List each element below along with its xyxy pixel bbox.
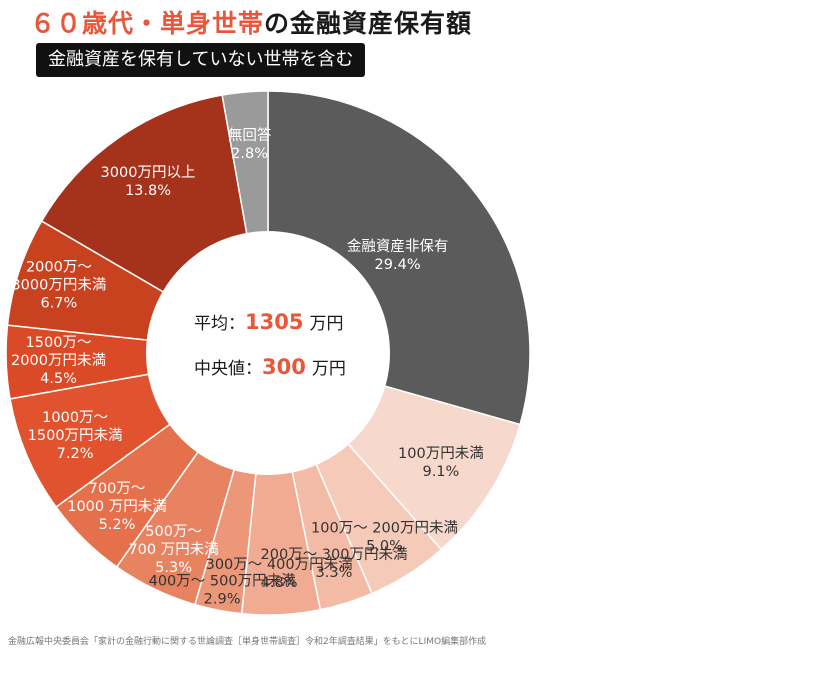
center-average: 平均：1305 万円 [194,310,343,334]
slice-category-label: 2000万円未満 [11,352,106,369]
slice-label: 金融資産非保有 29.4% [347,238,449,273]
title-rest: の金融資産保有額 [264,9,473,38]
slice-category-label: 金融資産非保有 [347,238,449,255]
slice-value-label: 5.3% [155,560,192,576]
title-highlight: ６０歳代・単身世帯 [30,9,265,38]
slice-label: 3000万円以上 13.8% [101,164,196,199]
slice-category-label: 1000万～ [42,410,108,426]
slice-label: 300万～ 400万円未満 4.8% [206,556,353,591]
slice-category-label: 100万～ 200万円未満 [311,520,458,537]
center-average-unit: 万円 [309,314,343,334]
slice-category-label: 100万円未満 [398,445,484,462]
slice-value-label: 6.7% [40,295,77,311]
slice-category-label: 1500万円未満 [28,427,123,444]
slice-value-label: 4.5% [40,371,77,387]
slice-label: 700万～ 1000 万円未満 5.2% [67,481,167,533]
slice-value-label: 4.8% [261,575,298,591]
slice-category-label: 500万～ [145,524,202,540]
source-note: 金融広報中央委員会「家計の金融行動に関する世論調査［単身世帯調査］令和2年調査結… [8,637,487,647]
slice-category-label: 700 万円未満 [128,541,218,558]
slice-label: 100万円未満 9.1% [398,445,484,480]
slice-category-label: 3000万円以上 [101,164,196,181]
slice-category-label: 1500万～ [26,335,92,351]
slice-label: 500万～ 700 万円未満 5.3% [128,524,218,576]
center-median-unit: 万円 [312,359,346,379]
slice-label: 1000万～ 1500万円未満 7.2% [28,410,123,462]
slice-category-label: 2000万～ [26,259,92,275]
slice-value-label: 13.8% [125,183,171,199]
slice-category-label: 400万～ 500万円未満 [149,573,296,590]
slice-label: 100万～ 200万円未満 5.0% [311,520,458,555]
slice-category-label: 無回答 [228,127,272,144]
slice-label: 無回答 2.8% [228,127,272,162]
slice-value-label: 9.1% [422,464,459,480]
slice-value-label: 5.0% [366,539,403,555]
slice-label: 1500万～ 2000万円未満 4.5% [11,335,106,387]
center-median: 中央値：300 万円 [194,355,346,379]
chart-title: ６０歳代・単身世帯の金融資産保有額 [30,4,472,40]
center-median-value: 300 [262,355,306,379]
pie-center-hole [146,231,390,475]
chart-subtitle-badge: 金融資産を保有していない世帯を含む [36,43,366,77]
pie-labels: 金融資産非保有 29.4% 100万円未満 9.1% 100万～ 200万円未満 5.0%… [11,127,484,607]
center-average-label: 平均： [194,314,245,334]
center-median-label: 中央値： [194,359,262,379]
slice-value-label: 7.2% [57,446,94,462]
slice-value-label: 2.9% [204,592,241,608]
slice-label: 2000万～ 3000万円未満 6.7% [11,259,106,311]
slice-value-label: 29.4% [375,257,421,273]
slice-label: 200万～ 300万円未満 3.3% [261,546,408,581]
slice-label: 400万～ 500万円未満 2.9% [149,573,296,608]
slice-category-label: 200万～ 300万円未満 [261,546,408,563]
slice-value-label: 3.3% [316,565,353,581]
slice-category-label: 300万～ 400万円未満 [206,556,353,573]
center-average-value: 1305 [245,310,303,334]
slice-value-label: 5.2% [99,517,136,533]
slice-category-label: 700万～ [89,481,146,497]
slice-category-label: 1000 万円未満 [67,498,167,515]
slice-category-label: 3000万円未満 [11,276,106,293]
slice-value-label: 2.8% [231,146,268,162]
